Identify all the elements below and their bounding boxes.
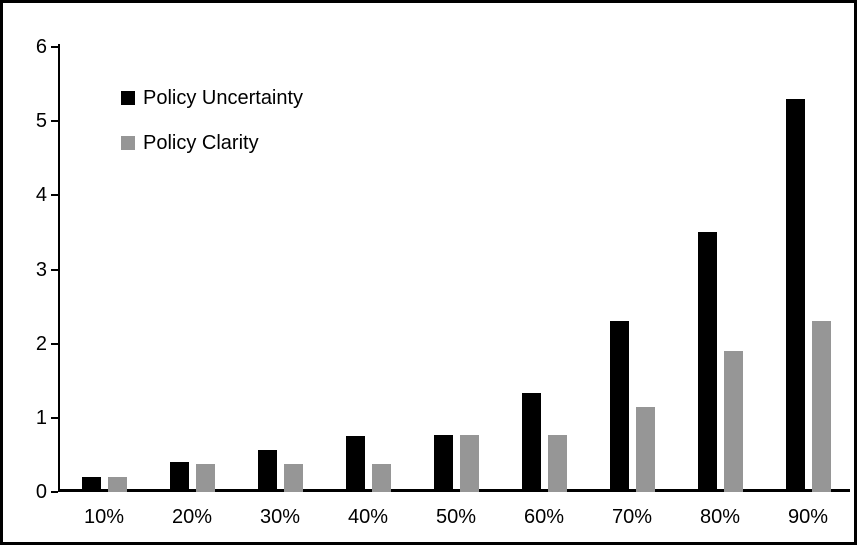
bar-policy-clarity-70% (635, 407, 655, 492)
legend-item-policy-clarity: Policy Clarity (121, 132, 303, 154)
y-tick-mark (51, 416, 58, 419)
y-tick-label: 4 (35, 184, 47, 207)
bar-policy-clarity-40% (371, 464, 391, 492)
x-category-label: 20% (171, 506, 213, 528)
legend: Policy Uncertainty Policy Clarity (121, 87, 303, 177)
x-category-label: 50% (435, 506, 477, 528)
y-tick-mark (51, 120, 58, 123)
x-category-label: 80% (699, 506, 741, 528)
x-axis-line (58, 489, 850, 492)
bar-policy-uncertainty-50% (433, 435, 453, 492)
bar-policy-uncertainty-70% (609, 321, 629, 492)
bar-policy-uncertainty-40% (345, 436, 365, 492)
bar-policy-uncertainty-20% (169, 462, 189, 492)
legend-label: Policy Uncertainty (143, 86, 304, 109)
bar-policy-uncertainty-80% (697, 232, 717, 492)
black-square-icon (121, 91, 135, 105)
bar-policy-clarity-20% (195, 464, 215, 492)
y-tick-label: 2 (35, 332, 47, 355)
bar-policy-clarity-60% (547, 435, 567, 492)
x-category-label: 60% (523, 506, 565, 528)
y-tick-mark (51, 491, 58, 493)
bar-policy-clarity-10% (107, 477, 127, 492)
bar-policy-clarity-50% (459, 435, 479, 492)
y-tick-mark (51, 46, 58, 48)
x-category-label: 70% (611, 506, 653, 528)
legend-item-policy-uncertainty: Policy Uncertainty (121, 87, 303, 109)
x-category-label: 40% (347, 506, 389, 528)
bar-policy-uncertainty-10% (81, 477, 101, 492)
y-tick-label: 0 (35, 481, 47, 503)
y-tick-label: 6 (35, 36, 47, 58)
x-category-label: 30% (259, 506, 301, 528)
y-tick-label: 1 (35, 406, 47, 429)
legend-label: Policy Clarity (143, 131, 259, 154)
bar-policy-clarity-90% (811, 321, 831, 492)
bar-policy-uncertainty-60% (521, 393, 541, 492)
y-tick-label: 3 (35, 258, 47, 281)
bar-policy-clarity-80% (723, 351, 743, 492)
x-category-label: 90% (787, 506, 829, 528)
gray-square-icon (121, 136, 135, 150)
y-tick-mark (51, 194, 58, 197)
y-tick-mark (51, 268, 58, 271)
y-tick-label: 5 (35, 110, 47, 133)
bar-policy-uncertainty-30% (257, 450, 277, 492)
y-axis-line (58, 44, 60, 492)
y-tick-mark (51, 342, 58, 345)
x-category-label: 10% (83, 506, 125, 528)
bar-policy-clarity-30% (283, 464, 303, 492)
bar-policy-uncertainty-90% (785, 99, 805, 492)
